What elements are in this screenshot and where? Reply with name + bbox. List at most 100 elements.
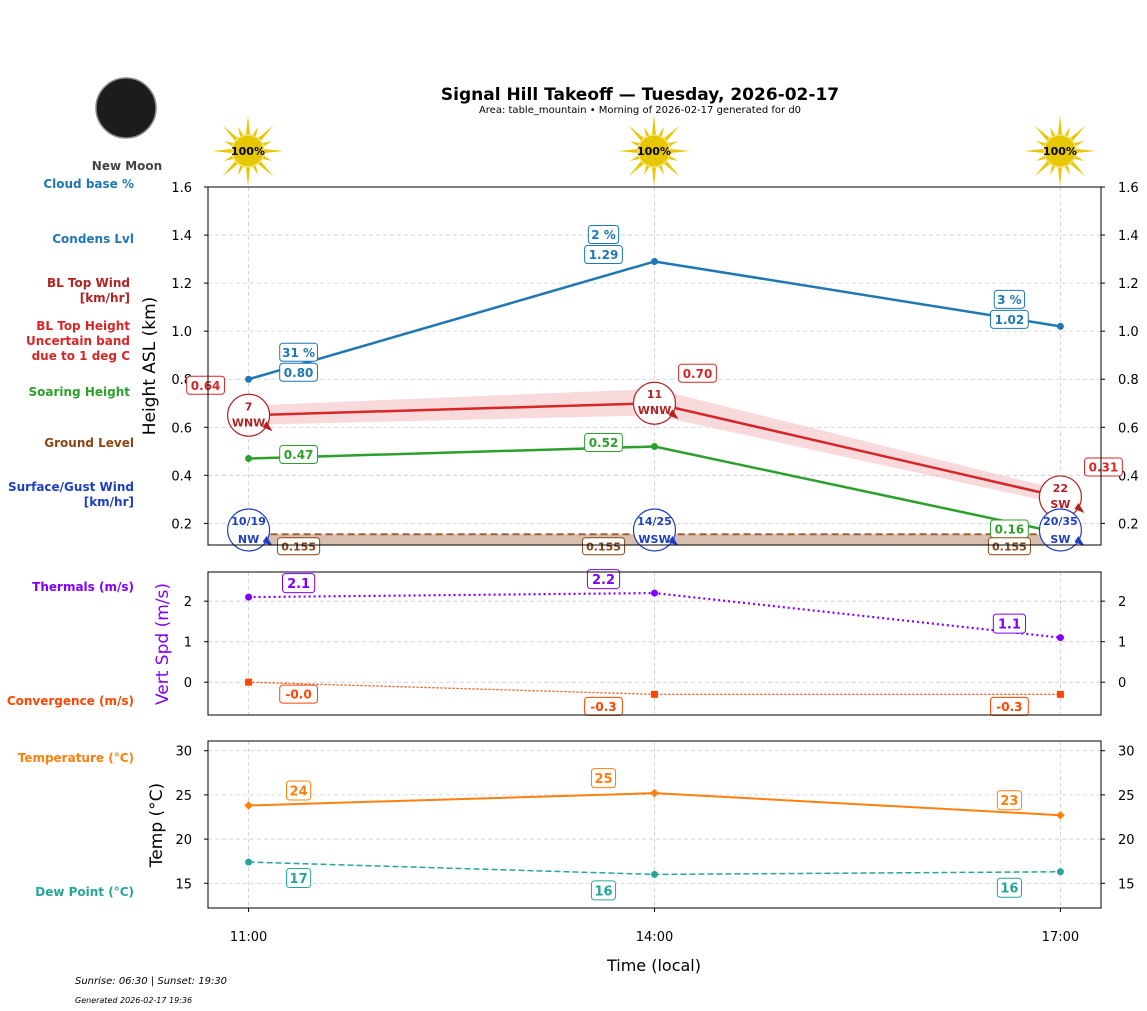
y-tick-label: 0.6 — [171, 421, 192, 436]
y-tick-label: 0.2 — [171, 517, 192, 532]
generated-timestamp: Generated 2026-02-17 19:36 — [75, 996, 192, 1005]
ground-level-label: 0.155 — [281, 540, 316, 553]
plot-frame — [207, 740, 1102, 909]
soaring-height-label: 0.52 — [589, 436, 619, 450]
y-tick-label-right: 2 — [1118, 595, 1126, 610]
cloud-base-pct-label-box — [993, 289, 1026, 309]
bl-wind-speed: 7 — [245, 400, 253, 413]
y-tick-label: 1 — [184, 636, 192, 651]
sun-disc — [1043, 134, 1077, 168]
sun-ray — [667, 148, 690, 154]
sun-ray — [1068, 159, 1086, 177]
bl-wind-direction: SW — [1050, 498, 1070, 511]
plot-panel-3: 15 15 20 20 25 25 30 30 Temp (°C) 24 25 23 17 16 16 11:… — [147, 740, 1135, 975]
bl-top-label-box — [1084, 457, 1123, 477]
legend-label-bl-wind: BL Top Wind — [47, 276, 130, 290]
legend-label-bl-top: Uncertain band — [26, 334, 130, 348]
bl-wind-direction: WNW — [232, 416, 265, 429]
legend-label-bl-top: BL Top Height — [36, 319, 130, 333]
wind-arrow-icon — [262, 421, 273, 432]
sun-ray — [1073, 148, 1096, 154]
condens-level-label: 1.02 — [995, 313, 1025, 327]
sun-percent: 100% — [231, 145, 265, 158]
legend-label-thermals: Thermals (m/s) — [32, 580, 134, 594]
temperature-point — [650, 788, 659, 798]
surface-wind-speed: 14/25 — [637, 515, 672, 528]
temperature-label: 25 — [594, 772, 612, 787]
thermals-point — [651, 589, 658, 597]
sun-ray — [212, 148, 235, 154]
bl-uncertainty-band — [248, 388, 1061, 505]
convergence-line — [248, 681, 1061, 695]
legend-label-surface-wind: [km/hr] — [84, 495, 134, 509]
y-axis-label: Temp (°C) — [147, 783, 167, 868]
sun-ray — [628, 125, 646, 143]
new-moon-icon — [95, 77, 157, 139]
dew-point-point — [651, 870, 658, 878]
legend-label-temperature: Temperature (°C) — [18, 751, 134, 765]
wind-arrow-icon — [1074, 536, 1085, 546]
wind-arrow-icon — [262, 536, 273, 546]
temperature-label: 23 — [1000, 794, 1018, 809]
soaring-height-label-box — [584, 432, 623, 452]
y-tick-label-right: 0 — [1118, 676, 1126, 691]
moon-phase-label: New Moon — [92, 159, 162, 173]
legend-label-cloud-base: Cloud base % — [43, 177, 134, 191]
sun-ray — [628, 159, 646, 177]
condens-level-label-box — [279, 362, 318, 382]
x-axis-label: Time (local) — [606, 956, 701, 975]
convergence-label: -0.0 — [285, 688, 311, 702]
bl-wind-speed: 11 — [647, 388, 662, 401]
surface-wind-speed: 10/19 — [231, 515, 266, 528]
convergence-point — [1056, 690, 1064, 698]
y-tick-label: 1.6 — [171, 181, 192, 196]
legend-label-ground: Ground Level — [44, 436, 134, 450]
y-axis-label: Vert Spd (m/s) — [153, 583, 173, 705]
thermals-label: 1.1 — [998, 618, 1021, 633]
bl-wind-marker: 7 WNW — [226, 393, 273, 437]
wind-circle — [632, 508, 677, 552]
y-tick-label-right: 0.2 — [1118, 517, 1139, 532]
thermals-label-box — [586, 569, 621, 590]
sun-ray — [662, 125, 680, 143]
condens-level-label-box — [584, 244, 623, 264]
y-tick-label-right: 1.0 — [1118, 325, 1139, 340]
y-tick-label-right: 1 — [1118, 636, 1126, 651]
temperature-label-box — [590, 768, 617, 789]
dew-point-label: 16 — [1000, 882, 1018, 897]
condens-point — [651, 257, 658, 265]
bl-wind-speed: 22 — [1053, 482, 1068, 495]
ground-level-label: 0.155 — [992, 540, 1027, 553]
ground-level-label-box — [277, 537, 321, 556]
cloud-base-pct-label-box — [587, 224, 620, 244]
page-title: Signal Hill Takeoff — Tuesday, 2026-02-1… — [441, 85, 839, 105]
bl-top-label: 0.31 — [1089, 461, 1119, 475]
sun-disc — [637, 134, 671, 168]
y-tick-label-right: 0.8 — [1118, 373, 1139, 388]
y-tick-label-right: 0.6 — [1118, 421, 1139, 436]
y-tick-label-right: 25 — [1118, 789, 1135, 804]
convergence-label: -0.3 — [996, 700, 1022, 714]
sun-ray — [1057, 164, 1063, 187]
surface-wind-direction: SW — [1050, 533, 1070, 546]
dew-point-label: 17 — [290, 872, 308, 887]
y-tick-label-right: 1.2 — [1118, 277, 1139, 292]
convergence-point — [245, 678, 253, 686]
sun-disc — [231, 134, 265, 168]
soaring-height-label: 0.16 — [995, 523, 1025, 537]
sun-ray — [662, 159, 680, 177]
dew-point-point — [245, 858, 253, 866]
y-tick-label-right: 30 — [1118, 745, 1135, 760]
y-tick-label: 0 — [184, 676, 192, 691]
y-tick-label: 1.2 — [171, 277, 192, 292]
y-tick-label: 1.4 — [171, 229, 192, 244]
bl-wind-marker: 11 WNW — [632, 381, 679, 425]
wind-circle — [632, 381, 677, 425]
sun-ray — [256, 159, 274, 177]
cloud-base-pct-label-box — [279, 342, 318, 362]
legend-label-surface-wind: Surface/Gust Wind — [8, 480, 134, 494]
sun-ray — [1068, 125, 1086, 143]
dew-point-label: 16 — [594, 884, 612, 899]
thermals-label: 2.2 — [592, 573, 615, 588]
